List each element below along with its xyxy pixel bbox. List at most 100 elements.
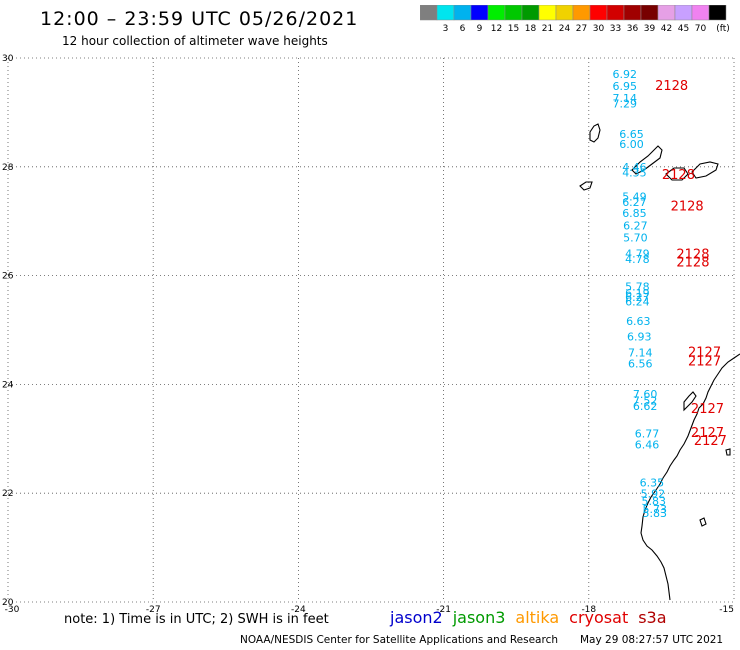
scale-label: 39 [644, 24, 656, 34]
peninsula-outline [683, 391, 697, 412]
scale-label: 30 [593, 24, 605, 34]
scale-label: 21 [542, 24, 553, 34]
scale-label: 36 [627, 24, 639, 34]
wave-height-value: 6.19 [625, 287, 650, 300]
island-la-palma [589, 123, 601, 143]
scale-label: 33 [610, 24, 621, 34]
pass-label: 2127 [688, 346, 721, 361]
wave-height-value: 5.83 [642, 495, 667, 508]
wave-height-value: 6.93 [627, 330, 652, 343]
lon-tick-label: -18 [581, 605, 596, 615]
axis-tick-labels: -30 -27 -24 -21 -18 -15 30 28 26 24 22 20 [2, 54, 734, 615]
wave-height-value: 6.00 [619, 138, 644, 151]
pass-label: 2127 [694, 434, 727, 449]
scale-label: 45 [678, 24, 689, 34]
scale-label: 42 [661, 24, 672, 34]
lat-tick-label: 28 [2, 163, 14, 173]
wave-height-value: 6.92 [613, 68, 638, 81]
lat-tick-label: 30 [2, 54, 14, 64]
scale-unit: (ft) [716, 24, 730, 34]
wave-height-observations: 6.926.957.147.296.656.004.464.355.496.27… [613, 68, 668, 520]
wave-height-value: 6.27 [625, 291, 650, 304]
scale-label: 3 [443, 24, 449, 34]
wave-height-value: 6.77 [635, 428, 660, 441]
scale-label: 24 [559, 24, 571, 34]
wave-height-value: 7.14 [613, 92, 638, 105]
lat-tick-label: 26 [2, 272, 14, 282]
wave-height-value: 7.29 [613, 98, 638, 111]
lat-tick-label: 20 [2, 598, 14, 608]
pass-label: 2128 [676, 255, 709, 270]
satellite-jason2: jason2 [390, 608, 443, 627]
wave-height-value: 6.27 [623, 219, 648, 232]
map-title: 12:00 – 23:59 UTC 05/26/2021 [40, 8, 359, 30]
wave-height-value: 4.78 [625, 253, 650, 266]
wave-height-value: 6.95 [613, 80, 638, 93]
pass-label: 2127 [691, 426, 724, 441]
wave-height-value: 6.63 [626, 315, 651, 328]
islet-south [699, 517, 707, 527]
wave-height-value: 5.78 [625, 280, 650, 293]
lon-tick-label: -30 [5, 605, 20, 615]
wave-height-value: 6.65 [619, 128, 644, 141]
wave-height-value: 4.46 [622, 161, 647, 174]
map-subtitle: 12 hour collection of altimeter wave hei… [62, 34, 328, 48]
island-hierro [579, 181, 593, 191]
wave-height-value: 7.60 [633, 388, 658, 401]
pass-label: 2128 [662, 168, 695, 183]
lat-lon-grid [7, 57, 735, 603]
satellite-jason3: jason3 [452, 608, 506, 627]
wave-height-value: 6.46 [635, 439, 660, 452]
wave-height-value: 6.62 [633, 400, 658, 413]
lon-tick-label: -15 [719, 605, 734, 615]
wave-height-value: 5.49 [622, 191, 647, 204]
footer-note: note: 1) Time is in UTC; 2) SWH is in fe… [64, 612, 329, 627]
wave-height-color-scale: 3 6 9 12 15 18 21 24 27 30 33 36 39 42 45 70 (ft) [420, 5, 730, 34]
lon-tick-label: -21 [436, 605, 451, 615]
wave-height-value: 6.27 [622, 196, 647, 209]
island-tenerife [631, 145, 663, 175]
scale-label: 27 [576, 24, 587, 34]
scale-label: 6 [460, 24, 466, 34]
wave-height-value: 7.14 [628, 347, 653, 360]
scale-label: 18 [525, 24, 537, 34]
scale-label: 15 [508, 24, 519, 34]
lon-tick-label: -24 [291, 605, 306, 615]
wave-height-value: 6.85 [622, 207, 647, 220]
wave-height-value: 6.56 [628, 358, 653, 371]
scale-label: 9 [477, 24, 483, 34]
wave-height-value: 5.70 [623, 231, 648, 244]
wave-height-value: 5.73 [643, 503, 668, 516]
islet-east [725, 448, 731, 456]
island-gran-canaria [665, 167, 689, 181]
pass-label: 2127 [688, 354, 721, 369]
wave-height-value: 4.35 [622, 167, 647, 180]
wave-height-value: 6.24 [625, 296, 650, 309]
wave-height-value: 5.83 [643, 507, 668, 520]
scale-label: 70 [695, 24, 707, 34]
satellite-s3a: s3a [638, 608, 667, 627]
wave-height-value: 5.92 [641, 488, 666, 501]
scale-label: 12 [491, 24, 502, 34]
satellite-legend: jason2 jason3 altika cryosat s3a [390, 608, 677, 627]
lat-tick-label: 24 [2, 380, 14, 390]
satellite-altika: altika [515, 608, 560, 627]
satellite-cryosat: cryosat [569, 608, 629, 627]
lon-tick-label: -27 [146, 605, 161, 615]
island-fuerteventura [691, 161, 719, 179]
pass-label: 2128 [671, 199, 704, 214]
credit-line: NOAA/NESDIS Center for Satellite Applica… [240, 634, 558, 646]
generation-timestamp: May 29 08:27:57 UTC 2021 [580, 634, 724, 646]
wave-height-value: 4.79 [625, 248, 650, 261]
scale-swatch [708, 5, 727, 21]
wave-height-value: 7.52 [633, 395, 658, 408]
pass-label: 2127 [691, 402, 724, 417]
pass-label: 2128 [655, 79, 688, 94]
lat-tick-label: 22 [2, 489, 13, 499]
coastline [579, 123, 740, 601]
wave-height-value: 6.35 [640, 477, 665, 490]
pass-label: 2128 [676, 248, 709, 263]
african-coastline [640, 353, 740, 601]
